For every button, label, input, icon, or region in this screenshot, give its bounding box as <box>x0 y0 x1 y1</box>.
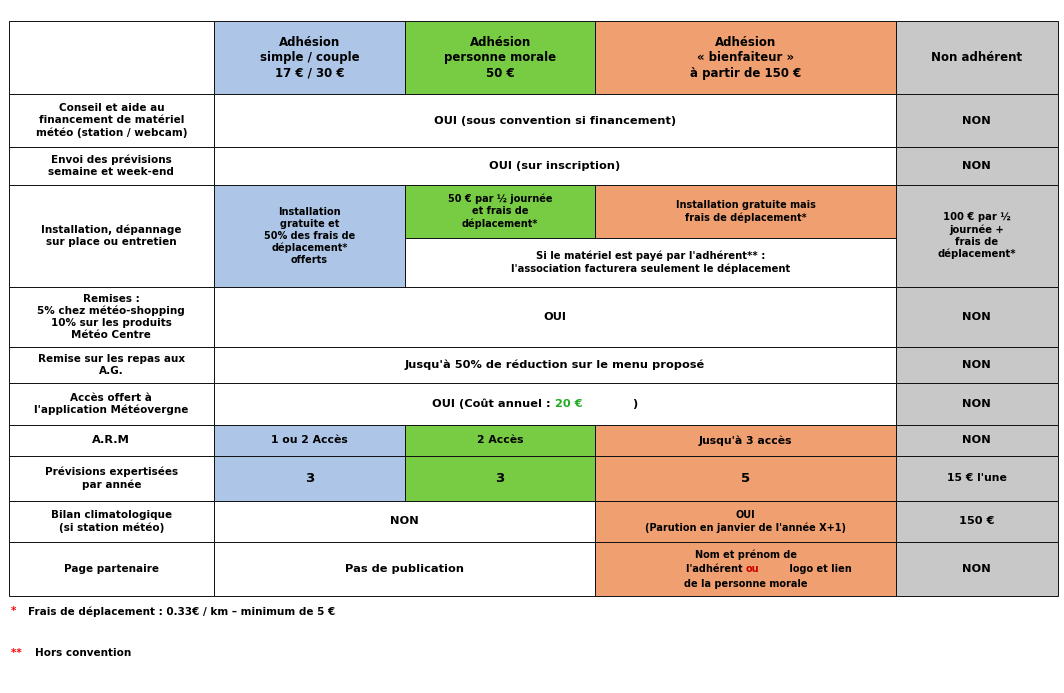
Text: Adhésion
personne morale
50 €: Adhésion personne morale 50 € <box>444 35 556 80</box>
Text: Installation, dépannage
sur place ou entretien: Installation, dépannage sur place ou ent… <box>41 225 182 247</box>
Bar <box>214 383 896 425</box>
Text: Adhésion
simple / couple
17 € / 30 €: Adhésion simple / couple 17 € / 30 € <box>260 35 360 80</box>
Bar <box>9 287 214 347</box>
Text: Si le matériel est payé par l'adhérent** :
l'association facturera seulement le : Si le matériel est payé par l'adhérent**… <box>511 251 789 274</box>
Text: Conseil et aide au
financement de matériel
météo (station / webcam): Conseil et aide au financement de matéri… <box>35 103 187 138</box>
Text: 5: 5 <box>742 472 750 485</box>
Text: NON: NON <box>962 116 991 125</box>
Bar <box>9 94 214 147</box>
Text: Remise sur les repas aux
A.G.: Remise sur les repas aux A.G. <box>38 354 185 376</box>
Bar <box>896 147 1058 185</box>
Bar <box>404 185 596 238</box>
Text: ): ) <box>632 399 637 409</box>
Text: 50 € par ½ journée
et frais de
déplacement*: 50 € par ½ journée et frais de déplaceme… <box>448 194 552 229</box>
Text: 150 €: 150 € <box>959 516 995 527</box>
Text: ou: ou <box>746 564 760 574</box>
Bar <box>896 425 1058 456</box>
Text: NON: NON <box>962 435 991 446</box>
Text: 3: 3 <box>305 472 314 485</box>
Text: l'adhérent: l'adhérent <box>685 564 746 574</box>
Bar <box>214 347 896 383</box>
Text: OUI (Coût annuel :: OUI (Coût annuel : <box>432 398 555 409</box>
Text: Prévisions expertisées
par année: Prévisions expertisées par année <box>45 467 178 490</box>
Bar <box>214 185 404 287</box>
Text: NON: NON <box>962 399 991 409</box>
Bar <box>404 456 596 501</box>
Bar <box>214 287 896 347</box>
Text: Hors convention: Hors convention <box>35 648 131 658</box>
Bar <box>214 147 896 185</box>
Bar <box>9 21 214 94</box>
Bar <box>214 94 896 147</box>
Bar <box>9 383 214 425</box>
Bar <box>596 501 896 542</box>
Bar <box>896 383 1058 425</box>
Bar <box>596 425 896 456</box>
Text: *: * <box>11 606 19 616</box>
Text: logo et lien: logo et lien <box>786 564 852 574</box>
Bar <box>214 425 404 456</box>
Text: Installation gratuite mais
frais de déplacement*: Installation gratuite mais frais de dépl… <box>676 200 816 222</box>
Bar <box>214 456 404 501</box>
Text: Page partenaire: Page partenaire <box>64 564 159 574</box>
Bar <box>896 21 1058 94</box>
Text: OUI
(Parution en janvier de l'année X+1): OUI (Parution en janvier de l'année X+1) <box>645 510 846 533</box>
Bar <box>404 21 596 94</box>
Bar <box>596 542 896 596</box>
Bar <box>214 542 596 596</box>
Bar <box>896 542 1058 596</box>
Text: NON: NON <box>962 312 991 322</box>
Text: 15 € l'une: 15 € l'une <box>947 473 1007 484</box>
Text: Non adhérent: Non adhérent <box>931 51 1023 64</box>
Bar <box>404 238 896 287</box>
Text: Pas de publication: Pas de publication <box>346 564 464 574</box>
Text: 2 Accès: 2 Accès <box>477 435 523 446</box>
Text: Adhésion
« bienfaiteur »
à partir de 150 €: Adhésion « bienfaiteur » à partir de 150… <box>691 35 801 80</box>
Text: OUI (sur inscription): OUI (sur inscription) <box>489 161 620 171</box>
Text: Jusqu'à 3 accès: Jusqu'à 3 accès <box>699 435 793 446</box>
Bar <box>9 542 214 596</box>
Bar <box>214 21 404 94</box>
Bar <box>9 147 214 185</box>
Bar <box>596 456 896 501</box>
Text: Accès offert à
l'application Météovergne: Accès offert à l'application Météovergne <box>34 393 188 415</box>
Bar <box>596 21 896 94</box>
Bar <box>896 287 1058 347</box>
Text: Bilan climatologique
(si station météo): Bilan climatologique (si station météo) <box>51 510 172 533</box>
Text: NON: NON <box>962 161 991 171</box>
Text: 20 €: 20 € <box>555 399 583 409</box>
Text: NON: NON <box>390 516 419 527</box>
Bar <box>896 347 1058 383</box>
Text: Installation
gratuite et
50% des frais de
déplacement*
offerts: Installation gratuite et 50% des frais d… <box>264 207 355 265</box>
Bar <box>896 456 1058 501</box>
Text: NON: NON <box>962 360 991 370</box>
Bar <box>9 456 214 501</box>
Text: A.R.M: A.R.M <box>93 435 130 446</box>
Bar <box>896 94 1058 147</box>
Text: Frais de déplacement : 0.33€ / km – minimum de 5 €: Frais de déplacement : 0.33€ / km – mini… <box>28 606 335 617</box>
Bar <box>896 501 1058 542</box>
Text: 3: 3 <box>496 472 504 485</box>
Bar <box>596 185 896 238</box>
Text: Jusqu'à 50% de réduction sur le menu proposé: Jusqu'à 50% de réduction sur le menu pro… <box>405 360 705 371</box>
Text: 1 ou 2 Accès: 1 ou 2 Accès <box>271 435 348 446</box>
Bar <box>9 425 214 456</box>
Text: OUI (sous convention si financement): OUI (sous convention si financement) <box>434 116 676 125</box>
Bar <box>9 185 214 287</box>
Text: **: ** <box>11 648 26 658</box>
Text: de la personne morale: de la personne morale <box>684 579 808 589</box>
Bar <box>9 347 214 383</box>
Bar <box>896 185 1058 287</box>
Text: Envoi des prévisions
semaine et week-end: Envoi des prévisions semaine et week-end <box>48 155 174 177</box>
Bar <box>214 501 596 542</box>
Text: Remises :
5% chez météo-shopping
10% sur les produits
Météo Centre: Remises : 5% chez météo-shopping 10% sur… <box>37 294 185 340</box>
Bar <box>9 501 214 542</box>
Bar <box>404 425 596 456</box>
Text: 100 € par ½
journée +
frais de
déplacement*: 100 € par ½ journée + frais de déplaceme… <box>937 212 1016 259</box>
Text: NON: NON <box>962 564 991 574</box>
Text: OUI: OUI <box>544 312 566 322</box>
Text: Nom et prénom de: Nom et prénom de <box>695 549 797 559</box>
